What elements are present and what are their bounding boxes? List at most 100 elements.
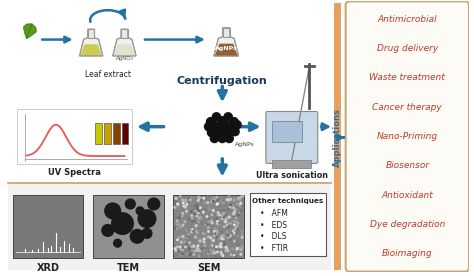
Circle shape xyxy=(225,218,227,220)
Circle shape xyxy=(222,255,224,256)
Circle shape xyxy=(191,226,192,228)
Text: Centrifugation: Centrifugation xyxy=(177,76,268,86)
Circle shape xyxy=(205,248,206,249)
Circle shape xyxy=(176,220,178,222)
Circle shape xyxy=(241,231,243,233)
Circle shape xyxy=(138,210,156,227)
Circle shape xyxy=(193,221,195,222)
Circle shape xyxy=(228,251,229,252)
Circle shape xyxy=(225,233,227,235)
Circle shape xyxy=(202,233,204,234)
Circle shape xyxy=(216,250,218,251)
Circle shape xyxy=(186,204,188,205)
Circle shape xyxy=(175,250,176,251)
Circle shape xyxy=(178,203,179,205)
Circle shape xyxy=(193,254,195,255)
Circle shape xyxy=(227,235,228,237)
Circle shape xyxy=(235,218,236,219)
Circle shape xyxy=(197,248,198,249)
Circle shape xyxy=(196,225,197,226)
Circle shape xyxy=(240,204,242,205)
Text: TEM: TEM xyxy=(117,263,140,273)
Circle shape xyxy=(209,237,210,238)
Circle shape xyxy=(204,233,205,235)
Text: AgNPs: AgNPs xyxy=(215,46,237,51)
Circle shape xyxy=(229,235,231,237)
Circle shape xyxy=(240,211,242,212)
Circle shape xyxy=(188,234,189,235)
Circle shape xyxy=(189,251,191,253)
Circle shape xyxy=(205,208,206,210)
Circle shape xyxy=(189,213,191,214)
Circle shape xyxy=(228,226,229,227)
Polygon shape xyxy=(88,29,94,38)
Circle shape xyxy=(196,215,198,217)
Circle shape xyxy=(220,251,222,253)
Text: Applications: Applications xyxy=(333,108,342,167)
Circle shape xyxy=(192,245,194,246)
Circle shape xyxy=(196,230,197,232)
Circle shape xyxy=(182,249,183,251)
Circle shape xyxy=(189,198,191,199)
Circle shape xyxy=(183,200,185,201)
Circle shape xyxy=(191,229,192,230)
Circle shape xyxy=(207,118,215,126)
Circle shape xyxy=(224,221,226,223)
Circle shape xyxy=(203,201,205,203)
Circle shape xyxy=(204,249,205,250)
Circle shape xyxy=(241,209,243,211)
Circle shape xyxy=(177,246,178,248)
Circle shape xyxy=(232,206,234,207)
Circle shape xyxy=(234,220,235,221)
Circle shape xyxy=(206,216,208,217)
Circle shape xyxy=(217,221,218,222)
Text: XRD: XRD xyxy=(36,263,60,273)
Circle shape xyxy=(215,256,217,257)
Circle shape xyxy=(210,196,211,197)
Circle shape xyxy=(190,201,191,203)
Circle shape xyxy=(235,218,237,219)
Circle shape xyxy=(190,199,191,200)
Circle shape xyxy=(229,207,230,208)
Circle shape xyxy=(223,212,225,214)
Circle shape xyxy=(230,254,232,255)
Circle shape xyxy=(223,226,225,228)
Circle shape xyxy=(210,218,212,219)
Circle shape xyxy=(199,217,200,218)
Circle shape xyxy=(211,222,213,224)
Circle shape xyxy=(237,203,238,205)
Circle shape xyxy=(198,221,200,222)
Circle shape xyxy=(240,248,241,250)
Circle shape xyxy=(239,198,240,200)
Circle shape xyxy=(234,240,235,242)
Circle shape xyxy=(221,254,222,255)
Circle shape xyxy=(239,219,240,221)
Circle shape xyxy=(180,215,182,216)
Circle shape xyxy=(237,222,239,224)
Circle shape xyxy=(213,250,214,252)
Circle shape xyxy=(196,232,198,233)
Circle shape xyxy=(241,199,243,200)
Circle shape xyxy=(187,212,189,214)
Circle shape xyxy=(241,248,243,249)
Circle shape xyxy=(199,255,201,257)
Circle shape xyxy=(225,134,233,142)
Bar xyxy=(8,184,331,270)
Bar xyxy=(121,123,128,144)
Polygon shape xyxy=(80,29,103,56)
Bar xyxy=(93,195,164,258)
Circle shape xyxy=(175,198,177,199)
Circle shape xyxy=(241,205,243,207)
Circle shape xyxy=(126,199,135,209)
Circle shape xyxy=(232,213,234,215)
Circle shape xyxy=(182,247,183,249)
Circle shape xyxy=(195,225,197,227)
Circle shape xyxy=(221,215,223,216)
Circle shape xyxy=(221,235,223,237)
Circle shape xyxy=(234,232,235,234)
Circle shape xyxy=(175,217,177,219)
Circle shape xyxy=(233,253,235,255)
Circle shape xyxy=(204,245,206,246)
Circle shape xyxy=(197,206,199,208)
Circle shape xyxy=(237,229,238,230)
